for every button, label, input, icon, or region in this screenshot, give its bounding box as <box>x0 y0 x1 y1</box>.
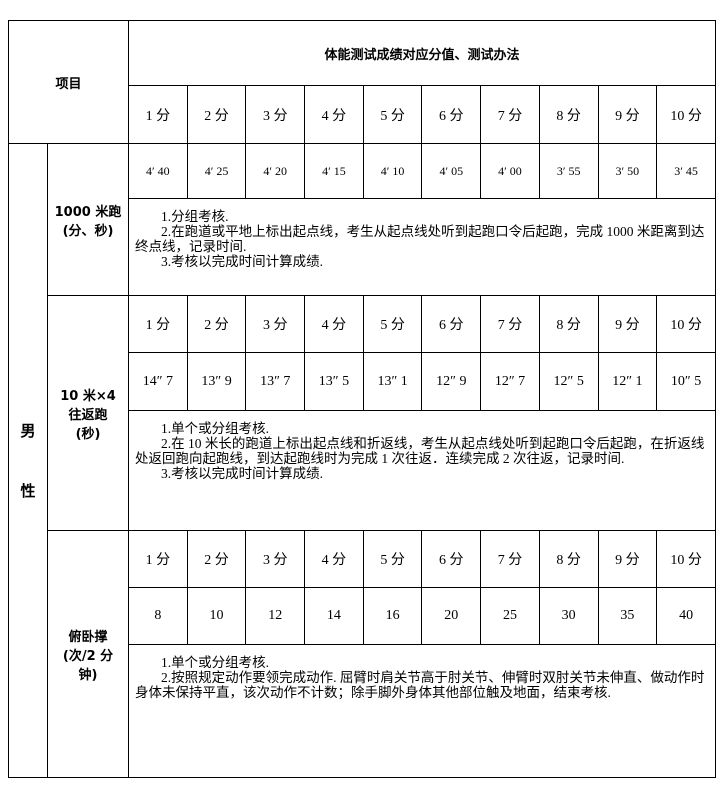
standard-value: 12″ 9 <box>421 352 482 411</box>
standard-value: 13″ 7 <box>245 352 306 411</box>
standard-value: 12 <box>245 587 306 645</box>
standard-value: 30 <box>538 587 599 645</box>
event-name: 10 米×4 往返跑 (秒) <box>46 295 130 531</box>
score-cell: 6 分 <box>421 295 482 353</box>
standard-value: 14″ 7 <box>128 352 188 411</box>
gender-char: 男 <box>20 421 36 440</box>
event-name-line: 往返跑 <box>68 407 108 423</box>
standard-value: 12″ 7 <box>480 352 540 411</box>
standard-value: 3′ 55 <box>538 143 599 199</box>
score-cell: 5 分 <box>362 295 423 353</box>
item-header: 项目 <box>7 20 130 144</box>
gender-char: 性 <box>20 481 36 500</box>
score-cell: 5 分 <box>362 530 423 588</box>
score-header: 10 分 <box>656 85 716 144</box>
event-name-line: (分、秒) <box>62 223 114 239</box>
method-step: 3.考核以完成时间计算成绩. <box>161 254 324 269</box>
standard-value: 25 <box>480 587 540 645</box>
score-cell: 3 分 <box>245 530 306 588</box>
standard-value: 12″ 1 <box>597 352 658 411</box>
standard-value: 4′ 20 <box>245 143 306 199</box>
score-cell: 9 分 <box>597 530 658 588</box>
score-cell: 1 分 <box>128 530 188 588</box>
score-cell: 8 分 <box>538 530 599 588</box>
test-method: 1.单个或分组考核. 2.在 10 米长的跑道上标出起点线和折返线，考生从起点线处… <box>128 410 716 531</box>
score-cell: 6 分 <box>421 530 482 588</box>
score-cell: 7 分 <box>480 530 540 588</box>
standard-value: 4′ 00 <box>480 143 540 199</box>
event-name: 俯卧撑 (次/2 分钟) <box>46 530 130 778</box>
score-header: 1 分 <box>128 85 188 144</box>
standard-value: 20 <box>421 587 482 645</box>
event-name-line: (次/2 分 <box>62 648 114 664</box>
standard-value: 10 <box>186 587 247 645</box>
event-name: 1000 米跑 (分、秒) <box>46 143 130 296</box>
standard-value: 4′ 40 <box>128 143 188 199</box>
gender-cell: 男性 <box>8 143 48 778</box>
score-header: 2 分 <box>186 85 247 144</box>
event-name-line: (秒) <box>75 426 101 442</box>
method-step: 1.分组考核. <box>161 209 229 224</box>
score-header: 6 分 <box>421 85 482 144</box>
method-step: 2.按照规定动作要领完成动作. 屈臂时肩关节高于肘关节、伸臂时双肘关节未伸直、做… <box>135 670 705 700</box>
score-header: 3 分 <box>245 85 306 144</box>
score-cell: 4 分 <box>304 295 364 353</box>
table-title: 体能测试成绩对应分值、测试办法 <box>128 20 716 86</box>
standard-value: 8 <box>128 587 188 645</box>
event-name-line: 1000 米跑 <box>54 204 122 220</box>
standard-value: 12″ 5 <box>538 352 599 411</box>
standard-value: 4′ 05 <box>421 143 482 199</box>
standard-value: 35 <box>597 587 658 645</box>
method-step: 2.在 10 米长的跑道上标出起点线和折返线，考生从起点线处听到起跑口令后起跑，… <box>135 436 705 466</box>
event-name-line: 钟) <box>78 667 98 683</box>
score-cell: 8 分 <box>538 295 599 353</box>
method-step: 1.单个或分组考核. <box>161 421 270 436</box>
score-cell: 10 分 <box>656 530 716 588</box>
event-name-line: 俯卧撑 <box>68 629 108 645</box>
score-header: 9 分 <box>597 85 658 144</box>
standard-value: 13″ 9 <box>186 352 247 411</box>
standard-value: 10″ 5 <box>656 352 716 411</box>
standard-value: 13″ 1 <box>362 352 423 411</box>
score-cell: 3 分 <box>245 295 306 353</box>
score-cell: 2 分 <box>186 530 247 588</box>
standard-value: 4′ 25 <box>186 143 247 199</box>
method-step: 2.在跑道或平地上标出起点线，考生从起点线处听到起跑口令后起跑，完成 1000 … <box>135 224 705 254</box>
standard-value: 40 <box>656 587 716 645</box>
standard-value: 3′ 50 <box>597 143 658 199</box>
standard-value: 4′ 10 <box>362 143 423 199</box>
score-header: 5 分 <box>362 85 423 144</box>
score-header: 8 分 <box>538 85 599 144</box>
score-cell: 9 分 <box>597 295 658 353</box>
standard-value: 14 <box>304 587 364 645</box>
score-cell: 10 分 <box>656 295 716 353</box>
event-name-line: 10 米×4 <box>60 388 116 404</box>
score-cell: 2 分 <box>186 295 247 353</box>
method-step: 3.考核以完成时间计算成绩. <box>161 466 324 481</box>
score-cell: 7 分 <box>480 295 540 353</box>
test-method: 1.分组考核. 2.在跑道或平地上标出起点线，考生从起点线处听到起跑口令后起跑，完… <box>128 198 716 296</box>
test-method: 1.单个或分组考核. 2.按照规定动作要领完成动作. 屈臂时肩关节高于肘关节、伸臂… <box>128 644 716 778</box>
score-header: 7 分 <box>480 85 540 144</box>
method-step: 1.单个或分组考核. <box>161 655 270 670</box>
score-cell: 1 分 <box>128 295 188 353</box>
standard-value: 13″ 5 <box>304 352 364 411</box>
standard-value: 16 <box>362 587 423 645</box>
score-header: 4 分 <box>304 85 364 144</box>
score-cell: 4 分 <box>304 530 364 588</box>
standard-value: 4′ 15 <box>304 143 364 199</box>
standard-value: 3′ 45 <box>656 143 716 199</box>
